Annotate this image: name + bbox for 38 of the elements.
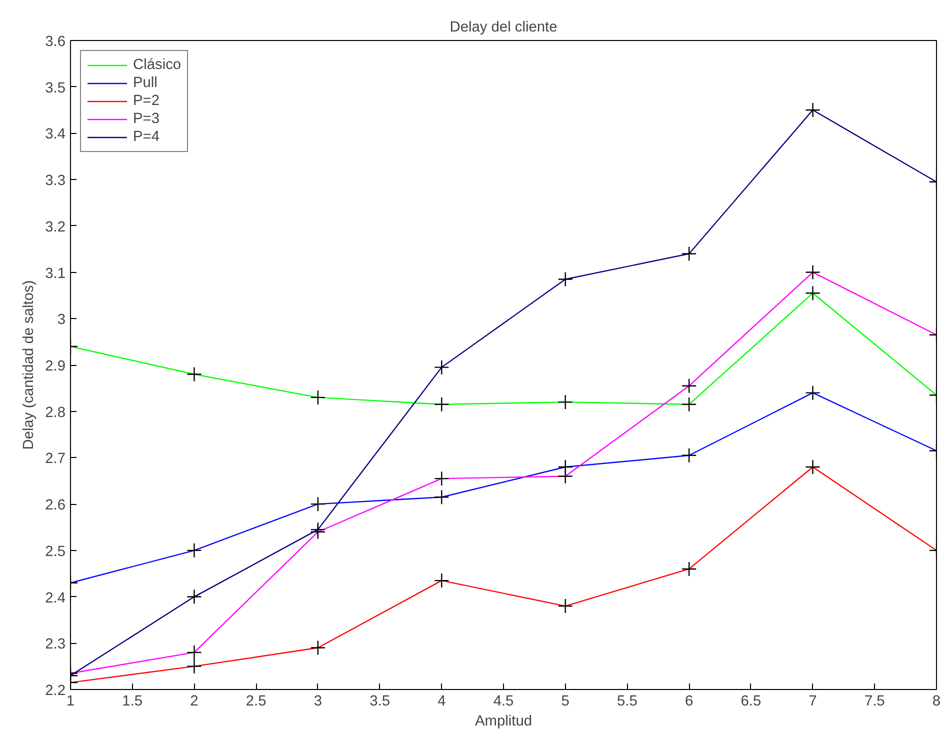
x-tick-label: 3.5	[370, 694, 390, 710]
y-tick-label: 2.5	[45, 544, 66, 560]
chart-title: Delay del cliente	[450, 20, 558, 36]
x-tick-label: 7.5	[864, 694, 885, 710]
y-tick-label: 3	[57, 312, 66, 328]
y-tick-label: 2.3	[45, 636, 66, 653]
x-tick-label: 5.5	[617, 694, 638, 710]
x-tick-label: 6	[684, 694, 694, 710]
y-tick-label: 3.1	[45, 266, 66, 282]
x-axis-title: Amplitud	[474, 714, 532, 730]
y-tick-label: 3.2	[45, 219, 66, 236]
y-tick-label: 2.8	[45, 404, 66, 421]
y-tick-label: 2.7	[45, 451, 66, 468]
y-tick-label: 2.6	[45, 498, 66, 514]
x-tick-label: 3	[314, 694, 322, 710]
x-tick-label: 4.5	[493, 694, 514, 710]
x-tick-label: 8	[932, 694, 940, 710]
x-tick-label: 4	[438, 694, 446, 710]
x-tick-label: 2	[190, 694, 198, 710]
y-tick-label: 3.3	[45, 173, 66, 190]
y-tick-label: 3.4	[45, 126, 66, 143]
x-tick-label: 1	[66, 694, 75, 710]
legend-label: P=2	[133, 93, 160, 109]
legend-label: P=3	[133, 111, 160, 127]
x-tick-label: 7	[808, 694, 817, 710]
y-tick-label: 2.9	[45, 358, 66, 374]
legend-label: P=4	[133, 129, 160, 145]
legend-label: Pull	[133, 75, 158, 91]
x-tick-label: 2.5	[246, 694, 266, 710]
x-tick-label: 1.5	[122, 694, 143, 710]
y-axis-title: Delay (cantidad de saltos)	[21, 280, 38, 450]
x-tick-label: 6.5	[740, 694, 762, 710]
y-tick-label: 3.6	[45, 34, 66, 50]
y-tick-label: 2.2	[45, 683, 66, 699]
y-tick-label: 2.4	[45, 590, 66, 606]
x-tick-label: 5	[561, 694, 570, 710]
legend-label: Clásico	[133, 57, 182, 73]
y-tick-label: 3.5	[45, 80, 66, 96]
